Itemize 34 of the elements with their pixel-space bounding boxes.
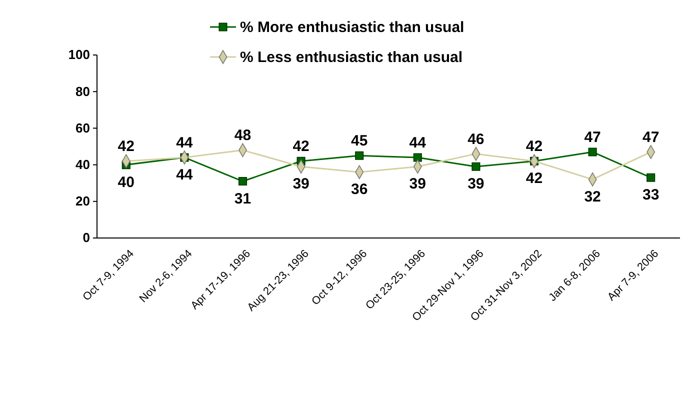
data-label: 42 <box>526 170 543 188</box>
point <box>646 173 656 182</box>
point <box>238 176 248 186</box>
data-label: 44 <box>409 134 427 152</box>
legend-label: % More enthusiastic than usual <box>240 19 464 36</box>
data-label: 47 <box>642 128 660 146</box>
data-label: 31 <box>234 190 252 208</box>
point <box>413 153 422 162</box>
y-tick-label: 60 <box>76 120 90 136</box>
point <box>588 148 597 156</box>
data-label: 45 <box>351 132 368 150</box>
y-tick-label: 20 <box>76 194 90 209</box>
y-tick-label: 100 <box>68 47 90 62</box>
data-label: 42 <box>526 138 543 156</box>
data-label: 42 <box>292 138 310 156</box>
y-tick-label: 0 <box>82 230 90 246</box>
data-label: 39 <box>468 176 484 193</box>
y-tick-label: 80 <box>76 84 90 99</box>
y-tick-label: 40 <box>76 156 90 172</box>
legend-label: % Less enthusiastic than usual <box>240 49 463 66</box>
data-label: 47 <box>584 128 601 146</box>
data-label: 36 <box>351 181 368 198</box>
data-label: 32 <box>584 188 601 206</box>
data-label: 48 <box>234 127 252 144</box>
data-label: 40 <box>118 174 134 191</box>
point <box>355 151 364 160</box>
data-label: 33 <box>642 186 660 204</box>
data-label: 39 <box>409 176 426 193</box>
data-label: 42 <box>118 138 134 156</box>
data-label: 46 <box>468 130 484 148</box>
data-label: 44 <box>176 166 194 184</box>
data-label: 39 <box>292 176 310 193</box>
data-label: 44 <box>176 134 194 152</box>
point <box>472 162 480 171</box>
